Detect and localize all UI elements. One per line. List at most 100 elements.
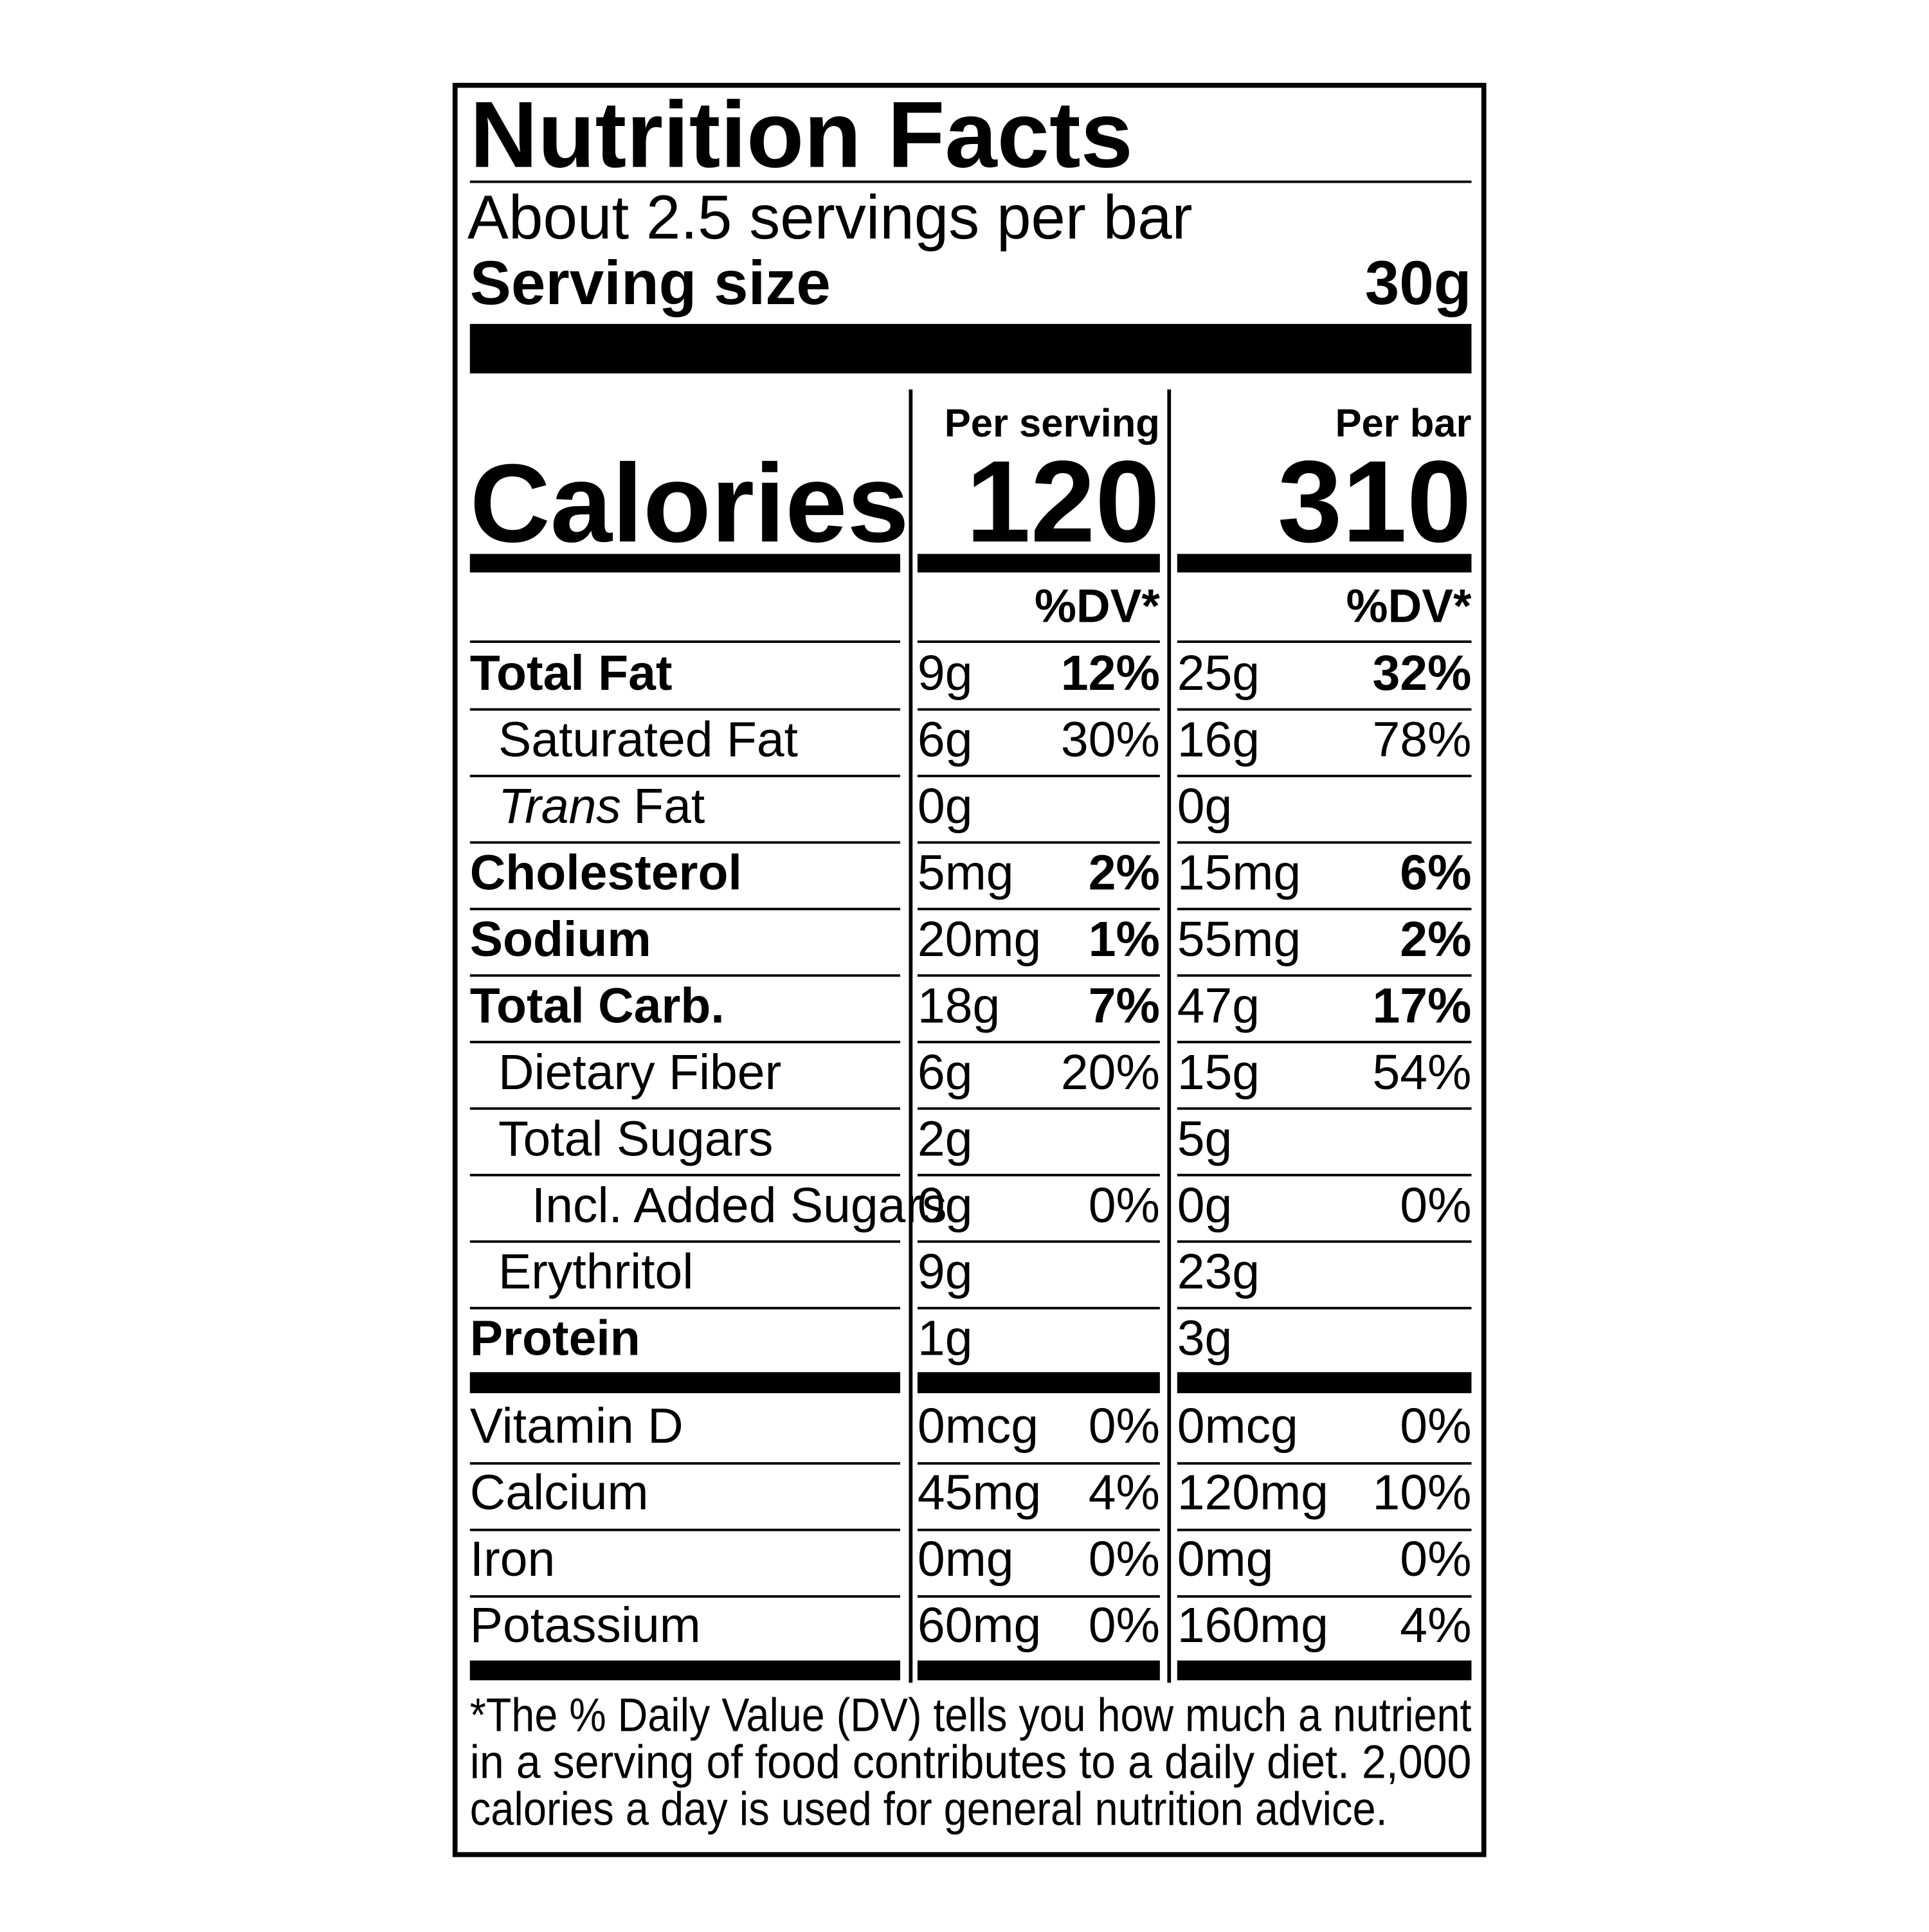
rule [1177, 554, 1472, 573]
percent-dv: 0% [1089, 1598, 1160, 1653]
percent-dv: 30% [1061, 712, 1160, 768]
footnote-line: in a serving of food contributes to a da… [470, 1736, 1472, 1788]
nutrient-name-italic: Trans [498, 779, 621, 834]
amount: 5g [1177, 1111, 1233, 1166]
rule [469, 1660, 900, 1681]
nutrient-name: Saturated Fat [498, 712, 798, 768]
amount: 0g [1177, 779, 1233, 834]
amount: 55mg [1177, 912, 1301, 967]
percent-dv: 4% [1400, 1598, 1471, 1653]
nutrient-name: Incl. Added Sugars [532, 1178, 947, 1233]
rule [917, 1240, 1160, 1243]
nutrient-name: Total Carb. [470, 978, 725, 1033]
rule [917, 1528, 1160, 1531]
percent-dv: 32% [1373, 646, 1472, 701]
amount: 9g [918, 1244, 973, 1299]
percent-dv: 78% [1373, 712, 1472, 768]
rule [1177, 1595, 1472, 1598]
rule [469, 841, 900, 844]
rule [1177, 1528, 1472, 1531]
amount: 5mg [918, 845, 1014, 900]
percent-dv: 1% [1089, 912, 1160, 967]
percent-dv: 17% [1373, 978, 1472, 1033]
serving-size-label: Serving size [470, 249, 831, 318]
thick-rule [469, 323, 1472, 374]
rule [1177, 1240, 1472, 1243]
amount: 23g [1177, 1244, 1260, 1299]
amount: 0g [1177, 1178, 1233, 1233]
amount: 0mg [1177, 1531, 1274, 1587]
border [452, 82, 1487, 1857]
rule [469, 1595, 900, 1598]
title: Nutrition Facts [470, 82, 1133, 187]
rule [469, 1040, 900, 1043]
amount: 0mcg [1177, 1398, 1298, 1454]
amount: 0g [918, 1178, 973, 1233]
column-divider [1167, 389, 1172, 1683]
percent-dv: 6% [1400, 845, 1471, 900]
calories-value: 120 [966, 437, 1160, 566]
percent-dv: 54% [1373, 1045, 1472, 1100]
rule [1177, 1173, 1472, 1177]
nutrient-name: Potassium [470, 1598, 701, 1653]
amount: 3g [1177, 1311, 1233, 1366]
column-header: Per bar [1335, 401, 1471, 446]
percent-dv: 0% [1400, 1398, 1471, 1454]
rule [917, 554, 1160, 573]
amount: 15mg [1177, 845, 1301, 900]
rule [1177, 1372, 1472, 1393]
percent-dv: 0% [1089, 1178, 1160, 1233]
amount: 15g [1177, 1045, 1260, 1100]
amount: 0mg [918, 1531, 1014, 1587]
nutrient-name: Vitamin D [470, 1398, 684, 1454]
rule [469, 1462, 900, 1465]
amount: 47g [1177, 978, 1260, 1033]
nutrient-name-rest: Fat [633, 779, 705, 834]
percent-dv: 10% [1373, 1465, 1472, 1520]
rule [917, 1040, 1160, 1043]
rule [469, 1372, 900, 1393]
rule [917, 640, 1160, 643]
rule [1177, 907, 1472, 910]
rule [1177, 974, 1472, 977]
column-divider [909, 389, 913, 1683]
rule [469, 1528, 900, 1531]
amount: 9g [918, 646, 973, 701]
nutrient-name: Iron [470, 1531, 556, 1587]
amount: 60mg [918, 1598, 1041, 1653]
rule [917, 1462, 1160, 1465]
percent-dv: 0% [1089, 1398, 1160, 1454]
calories-label: Calories [470, 440, 909, 565]
percent-dv: 2% [1400, 912, 1471, 967]
amount: 0g [918, 779, 973, 834]
rule [469, 1240, 900, 1243]
rule [469, 554, 900, 573]
rule [469, 1107, 900, 1110]
amount: 16g [1177, 712, 1260, 768]
rule [469, 775, 900, 777]
servings: About 2.5 servings per bar [467, 183, 1193, 252]
amount: 120mg [1177, 1465, 1328, 1520]
rule [469, 1306, 900, 1310]
rule [1177, 1462, 1472, 1465]
nutrient-name: Cholesterol [470, 845, 742, 900]
rule [917, 841, 1160, 844]
rule [469, 708, 900, 711]
amount: 6g [918, 1045, 973, 1100]
percent-dv: 20% [1061, 1045, 1160, 1100]
nutrient-name: Total Sugars [498, 1111, 774, 1166]
amount: 25g [1177, 646, 1260, 701]
percent-dv: 4% [1089, 1465, 1160, 1520]
rule [1177, 775, 1472, 777]
serving-size-value: 30g [1365, 249, 1472, 318]
rule [1177, 1660, 1472, 1681]
rule [917, 1595, 1160, 1598]
rule [1177, 1040, 1472, 1043]
calories-value: 310 [1278, 437, 1472, 566]
amount: 45mg [918, 1465, 1041, 1520]
percent-dv: 12% [1061, 646, 1160, 701]
rule [469, 974, 900, 977]
amount: 1g [918, 1311, 973, 1366]
